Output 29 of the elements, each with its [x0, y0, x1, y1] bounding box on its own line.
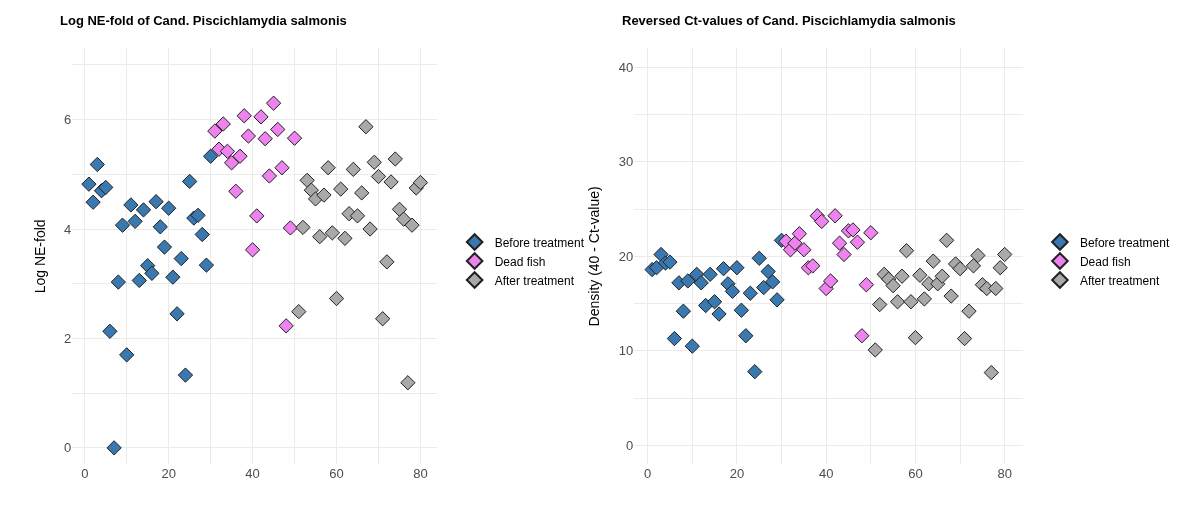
y-tick-label: 30 — [618, 154, 634, 170]
x-tick-label: 0 — [644, 466, 652, 482]
x-tick-label: 20 — [161, 466, 176, 482]
y-tick-label: 6 — [63, 112, 72, 128]
legend-label: Dead fish — [494, 254, 546, 269]
legend-label: After treatment — [1079, 273, 1160, 288]
chart-title: Reversed Ct-values of Cand. Piscichlamydia salmonis — [622, 13, 956, 28]
y-tick-label: 0 — [626, 437, 634, 453]
x-tick-label: 20 — [729, 466, 745, 482]
y-tick-label: 4 — [63, 221, 72, 237]
y-axis-title: Density (40 - Ct-value) — [586, 186, 603, 327]
y-tick-label: 0 — [63, 440, 72, 456]
x-tick-label: 40 — [245, 466, 260, 482]
y-axis-title: Log NE-fold — [31, 219, 48, 294]
x-tick-label: 0 — [81, 466, 89, 482]
x-tick-label: 40 — [818, 466, 834, 482]
x-tick-label: 80 — [997, 466, 1012, 482]
legend-label: After treatment — [494, 273, 575, 288]
x-tick-label: 60 — [329, 466, 344, 482]
legend-label: Before treatment — [494, 235, 585, 250]
legend-label: Before treatment — [1079, 235, 1170, 250]
y-tick-label: 40 — [618, 59, 634, 75]
legend-label: Dead fish — [1079, 254, 1131, 269]
y-tick-label: 20 — [618, 248, 634, 264]
x-tick-label: 80 — [413, 466, 428, 482]
chart-title: Log NE-fold of Cand. Piscichlamydia salmonis — [60, 13, 347, 28]
y-tick-label: 10 — [618, 343, 634, 359]
y-tick-label: 2 — [63, 331, 72, 346]
x-tick-label: 60 — [908, 466, 923, 482]
